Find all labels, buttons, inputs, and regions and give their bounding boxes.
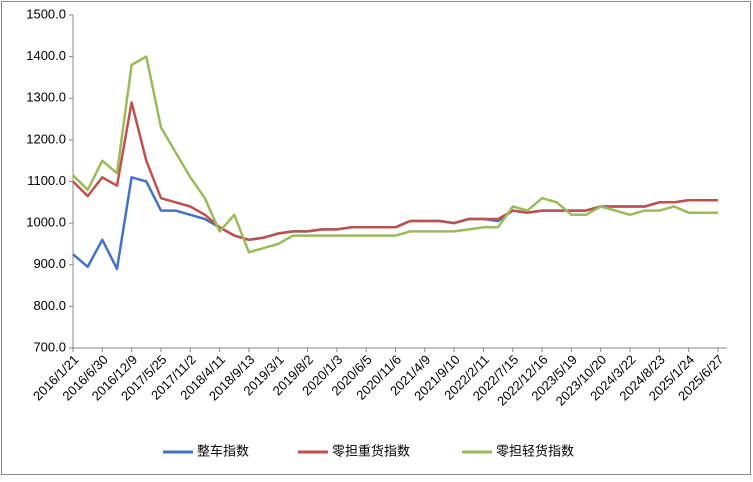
y-tick-label: 1400.0: [26, 48, 66, 63]
legend-label: 零担重货指数: [332, 443, 410, 458]
y-tick-label: 1000.0: [26, 215, 66, 230]
y-tick-label: 800.0: [33, 298, 66, 313]
legend-label: 零担轻货指数: [496, 443, 574, 458]
y-tick-label: 1500.0: [26, 6, 66, 21]
y-tick-label: 700.0: [33, 339, 66, 354]
chart-border: [1, 1, 751, 475]
y-tick-label: 1200.0: [26, 131, 66, 146]
y-tick-label: 900.0: [33, 256, 66, 271]
series-line: [72, 55, 718, 254]
y-tick-label: 1300.0: [26, 90, 66, 105]
y-tick-label: 1100.0: [27, 173, 66, 188]
legend-label: 整车指数: [197, 443, 249, 458]
series-line: [72, 101, 718, 242]
